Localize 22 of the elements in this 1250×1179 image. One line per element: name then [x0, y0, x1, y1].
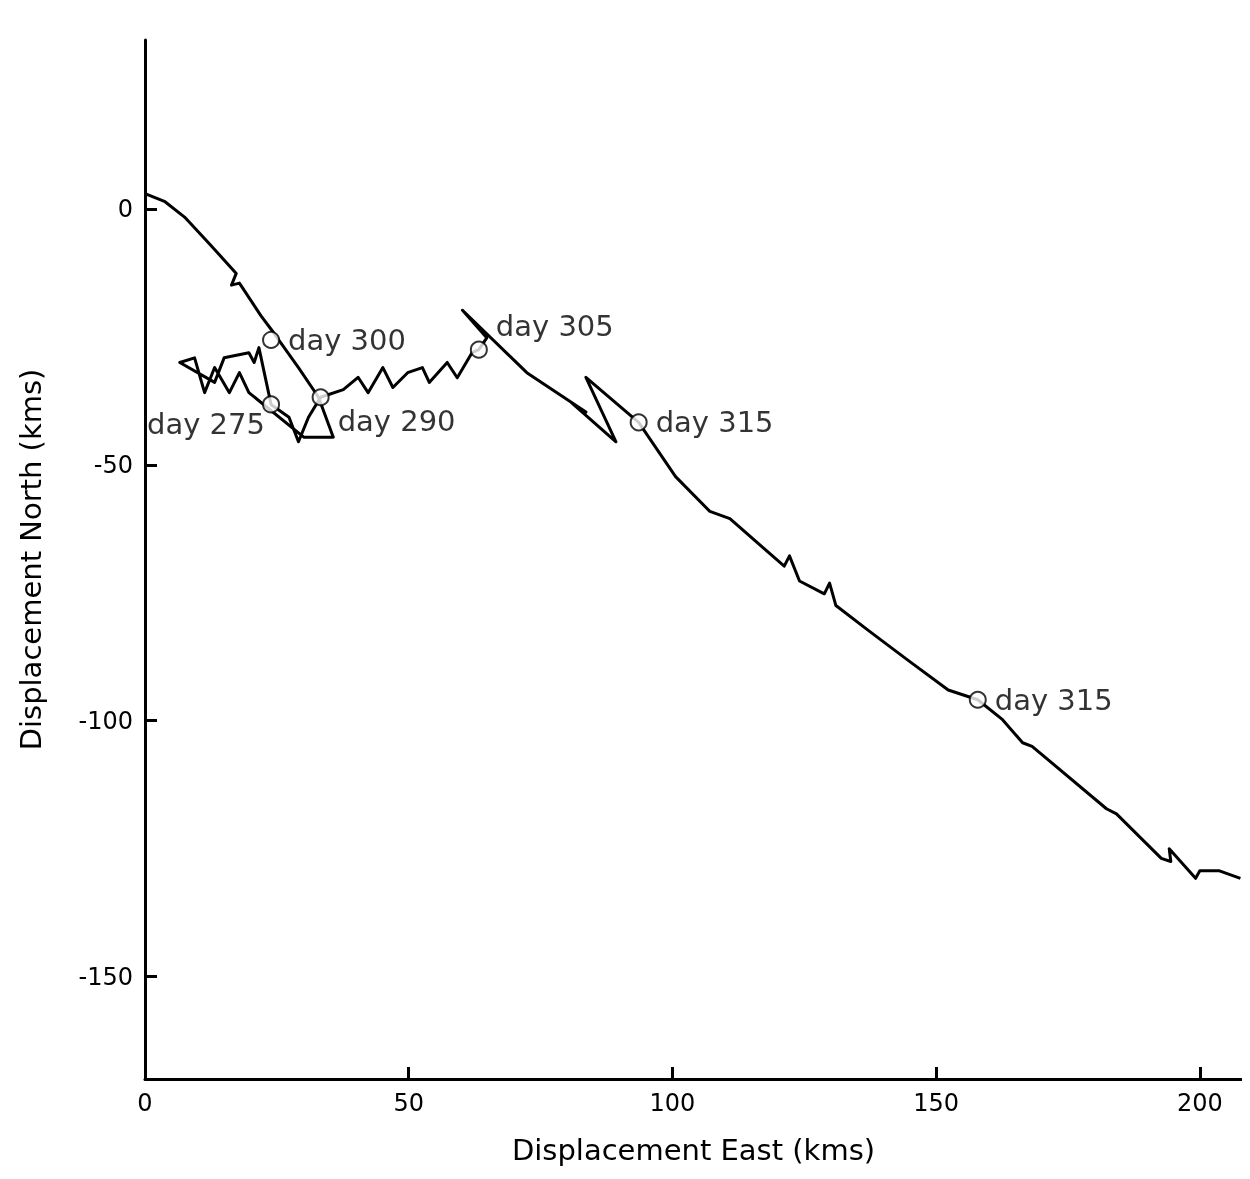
x-tick-label: 50 [393, 1089, 424, 1117]
y-tick-label: 0 [117, 194, 133, 223]
point [262, 395, 281, 414]
point [968, 690, 987, 709]
y-tick-label: -150 [78, 962, 133, 991]
annotation: day 305 [495, 308, 614, 343]
point [629, 413, 648, 432]
y-tick-label: -50 [93, 450, 133, 479]
x-axis-title: Displacement East (kms) [511, 1132, 876, 1167]
point [469, 340, 488, 359]
x-tick-label: 100 [649, 1089, 696, 1117]
x-tick-label: 150 [913, 1089, 960, 1117]
point [311, 388, 330, 407]
annotation: day 275 [147, 406, 265, 441]
annotation: day 315 [994, 682, 1113, 717]
annotation: day 290 [337, 404, 456, 439]
x-tick-label: 0 [137, 1089, 153, 1117]
y-tick-label: -100 [78, 706, 133, 735]
annotation: day 315 [655, 405, 774, 440]
y-axis-title: Displacement North (kms) [13, 368, 48, 751]
annotation: day 300 [288, 322, 406, 357]
x-tick-label: 200 [1176, 1089, 1223, 1117]
